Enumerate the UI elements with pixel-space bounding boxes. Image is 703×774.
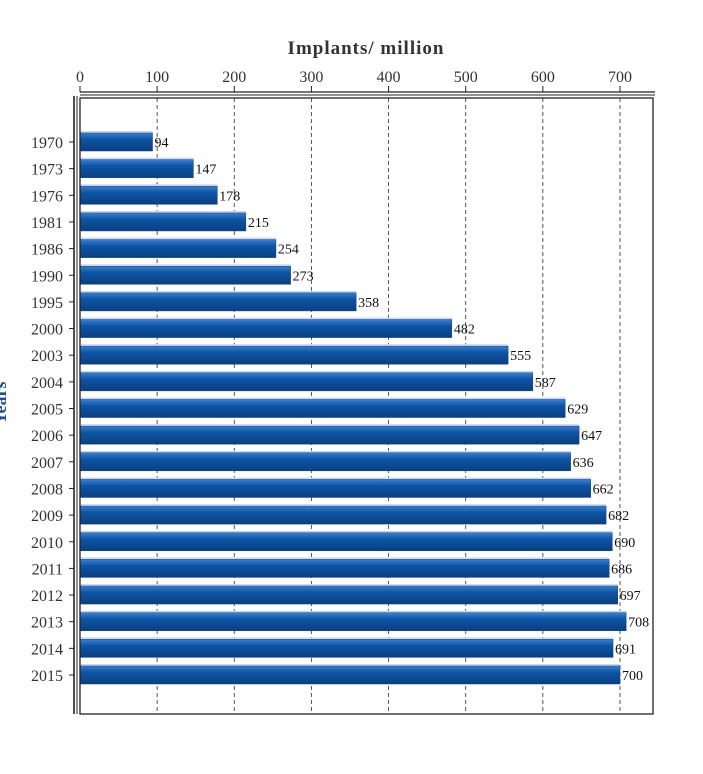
bar-2015 bbox=[79, 665, 621, 685]
bar-highlight bbox=[80, 504, 607, 507]
x-axis-title: Implants/ million bbox=[288, 38, 445, 59]
category-label: 2012 bbox=[31, 588, 63, 605]
x-tick-label: 100 bbox=[145, 69, 169, 86]
bar-2000 bbox=[79, 319, 453, 338]
value-label: 147 bbox=[195, 163, 216, 178]
bar-2007 bbox=[79, 452, 571, 472]
category-label: 2008 bbox=[31, 481, 63, 498]
bar-highlight bbox=[80, 237, 276, 240]
x-tick-label: 700 bbox=[608, 69, 632, 86]
value-label: 94 bbox=[155, 136, 169, 151]
bar-2008 bbox=[79, 479, 591, 498]
category-label: 2010 bbox=[31, 535, 63, 552]
value-label: 273 bbox=[293, 269, 314, 284]
category-label: 2014 bbox=[31, 641, 63, 658]
value-label: 662 bbox=[593, 482, 614, 497]
bar-highlight bbox=[80, 344, 509, 347]
category-label: 1990 bbox=[31, 268, 63, 285]
category-label: 1986 bbox=[31, 242, 63, 259]
category-label: 2009 bbox=[31, 508, 63, 525]
category-label: 2000 bbox=[31, 322, 63, 339]
bar-1986 bbox=[79, 239, 277, 258]
category-label: 2006 bbox=[31, 428, 63, 445]
bar-1976 bbox=[79, 186, 218, 205]
category-label: 1976 bbox=[31, 188, 63, 205]
category-label: 2003 bbox=[31, 348, 63, 365]
value-label: 482 bbox=[454, 323, 475, 338]
bar-highlight bbox=[80, 637, 614, 640]
category-label: 1970 bbox=[31, 135, 63, 152]
bar-highlight bbox=[80, 264, 291, 267]
category-label: 1973 bbox=[31, 162, 63, 179]
x-tick-label: 0 bbox=[76, 69, 84, 86]
category-label: 2013 bbox=[31, 615, 63, 632]
category-label: 1981 bbox=[31, 215, 63, 232]
bar-highlight bbox=[80, 424, 580, 427]
x-tick-label: 500 bbox=[454, 69, 478, 86]
bar-highlight bbox=[80, 317, 452, 320]
value-label: 682 bbox=[608, 509, 629, 524]
category-label: 2015 bbox=[31, 668, 63, 685]
bar-highlight bbox=[80, 184, 218, 187]
bars bbox=[79, 131, 627, 685]
x-tick-label: 400 bbox=[377, 69, 401, 86]
bar-2013 bbox=[79, 612, 627, 631]
bar-2010 bbox=[79, 532, 613, 551]
bar-highlight bbox=[80, 397, 566, 400]
bar-highlight bbox=[80, 290, 357, 293]
value-label: 215 bbox=[248, 216, 269, 231]
bar-highlight bbox=[80, 131, 153, 133]
bar-2011 bbox=[79, 559, 610, 578]
value-label: 587 bbox=[535, 376, 556, 391]
value-label: 691 bbox=[615, 642, 636, 657]
value-label: 697 bbox=[620, 589, 641, 604]
bar-highlight bbox=[80, 210, 246, 213]
value-label: 555 bbox=[510, 349, 531, 364]
bar-2005 bbox=[79, 399, 566, 418]
category-label: 2004 bbox=[31, 375, 63, 392]
bar-2003 bbox=[79, 345, 509, 365]
axes: 0 100 200 300 400 500 600 700 1970 1973 1976 1981 19… bbox=[31, 69, 655, 715]
bar-2014 bbox=[79, 639, 614, 658]
bar-1981 bbox=[79, 212, 247, 232]
value-label: 178 bbox=[219, 189, 240, 204]
value-label: 708 bbox=[628, 616, 649, 631]
plot-frame bbox=[79, 97, 654, 715]
bar-1990 bbox=[79, 266, 291, 285]
x-tick-label: 300 bbox=[299, 69, 323, 86]
bar-highlight bbox=[80, 530, 613, 533]
bar-highlight bbox=[80, 370, 533, 373]
value-label: 636 bbox=[573, 456, 594, 471]
value-label: 690 bbox=[614, 536, 635, 551]
bar-1995 bbox=[79, 292, 357, 312]
bar-highlight bbox=[80, 610, 627, 613]
value-label: 700 bbox=[622, 669, 643, 684]
category-label: 2005 bbox=[31, 402, 63, 419]
bar-1970 bbox=[79, 132, 153, 152]
bar-2009 bbox=[79, 505, 607, 525]
bar-highlight bbox=[80, 477, 591, 480]
bar-highlight bbox=[80, 157, 194, 160]
value-label: 629 bbox=[567, 403, 588, 418]
value-label: 686 bbox=[611, 562, 632, 577]
x-tick-label: 200 bbox=[222, 69, 246, 86]
bar-highlight bbox=[80, 450, 571, 453]
bar-highlight bbox=[80, 557, 610, 560]
value-label: 254 bbox=[278, 243, 299, 258]
bar-highlight bbox=[80, 664, 620, 666]
bar-2006 bbox=[79, 425, 580, 445]
category-label: 2007 bbox=[31, 455, 63, 472]
category-label: 2011 bbox=[32, 561, 63, 578]
category-label: 1995 bbox=[31, 295, 63, 312]
bar-1973 bbox=[79, 159, 194, 178]
y-axis-title: Years bbox=[0, 382, 10, 425]
value-label: 358 bbox=[358, 296, 379, 311]
bar-highlight bbox=[80, 584, 618, 587]
bar-2012 bbox=[79, 585, 618, 605]
value-label: 647 bbox=[581, 429, 602, 444]
x-tick-label: 600 bbox=[531, 69, 555, 86]
bar-2004 bbox=[79, 372, 534, 392]
